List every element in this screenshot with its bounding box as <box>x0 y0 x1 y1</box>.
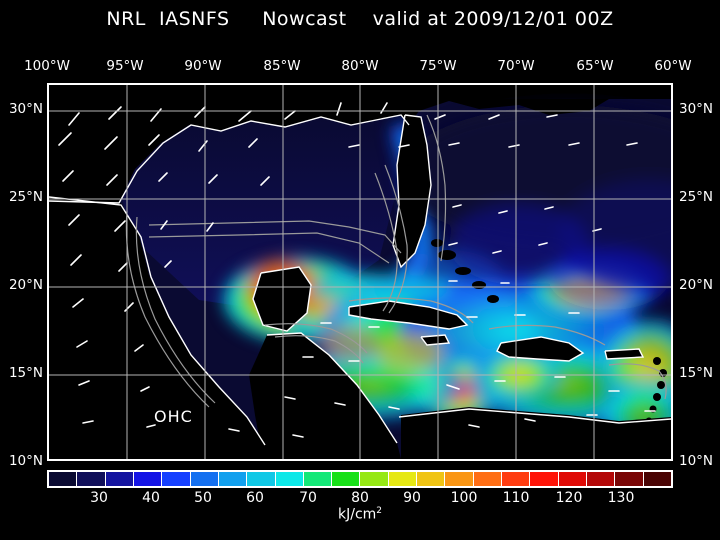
colorbar-tick: 50 <box>194 490 212 506</box>
colorbar-swatch <box>360 472 389 486</box>
colorbar-swatch <box>133 472 163 486</box>
lat-label: 15°N <box>8 365 43 381</box>
colorbar-tick: 30 <box>90 490 108 506</box>
lon-label: 100°W <box>24 58 70 74</box>
colorbar-swatch <box>615 472 644 486</box>
colorbar[interactable] <box>47 470 673 488</box>
colorbar-tick: 100 <box>450 490 478 506</box>
colorbar-unit-exponent: 2 <box>376 506 383 516</box>
colorbar-swatch <box>586 472 616 486</box>
colorbar-unit-label: kJ/cm2 <box>0 506 720 523</box>
lat-label: 30°N <box>679 101 714 117</box>
colorbar-tick: 80 <box>351 490 369 506</box>
latitude-axis-labels-right: 30°N 25°N 20°N 15°N 10°N <box>679 0 720 540</box>
lat-label: 25°N <box>679 189 714 205</box>
longitude-axis-labels: 100°W 95°W 90°W 85°W 80°W 75°W 70°W 65°W… <box>0 58 720 76</box>
colorbar-swatch <box>218 472 248 486</box>
lon-label: 65°W <box>576 58 614 74</box>
map-canvas[interactable]: OHC <box>47 83 673 461</box>
lon-label: 90°W <box>184 58 222 74</box>
lat-label: 20°N <box>8 277 43 293</box>
lat-label: 10°N <box>679 453 714 469</box>
colorbar-swatch <box>417 472 446 486</box>
lat-label: 25°N <box>8 189 43 205</box>
colorbar-swatch <box>558 472 587 486</box>
colorbar-tick: 110 <box>502 490 530 506</box>
colorbar-swatch <box>303 472 333 486</box>
lat-label: 20°N <box>679 277 714 293</box>
latitude-axis-labels-left: 30°N 25°N 20°N 15°N 10°N <box>0 0 43 540</box>
ohc-overlay-label: OHC <box>154 407 193 426</box>
ohc-field-svg <box>49 85 671 459</box>
colorbar-swatch <box>275 472 304 486</box>
lon-label: 60°W <box>654 58 692 74</box>
lat-label: 30°N <box>8 101 43 117</box>
colorbar-tick: 120 <box>555 490 583 506</box>
colorbar-tick-labels: 30 40 50 60 70 80 90 100 110 120 130 <box>0 490 720 508</box>
colorbar-swatch <box>77 472 106 486</box>
colorbar-swatch <box>49 472 78 486</box>
atlantic-cool-field <box>399 105 671 310</box>
lon-label: 85°W <box>263 58 301 74</box>
colorbar-swatch <box>530 472 559 486</box>
lat-label: 10°N <box>8 453 43 469</box>
colorbar-swatch <box>502 472 531 486</box>
lon-label: 80°W <box>341 58 379 74</box>
current-vectors <box>58 102 656 438</box>
colorbar-swatch <box>473 472 502 486</box>
page-title: NRL IASNFS Nowcast valid at 2009/12/01 0… <box>106 8 614 30</box>
colorbar-tick: 60 <box>246 490 264 506</box>
colorbar-swatch <box>388 472 418 486</box>
graticule <box>49 85 671 459</box>
colorbar-tick: 90 <box>403 490 421 506</box>
colorbar-swatch <box>332 472 361 486</box>
lon-label: 75°W <box>419 58 457 74</box>
colorbar-swatch <box>445 472 474 486</box>
colorbar-swatch <box>247 472 276 486</box>
colorbar-tick: 70 <box>299 490 317 506</box>
colorbar-swatch <box>105 472 134 486</box>
lon-label: 95°W <box>106 58 144 74</box>
lon-label: 70°W <box>497 58 535 74</box>
colorbar-swatch <box>162 472 191 486</box>
colorbar-swatch <box>190 472 219 486</box>
lat-label: 15°N <box>679 365 714 381</box>
colorbar-tick: 130 <box>607 490 635 506</box>
colorbar-swatch <box>643 472 671 486</box>
colorbar-tick: 40 <box>142 490 160 506</box>
colorbar-unit-main: kJ/cm <box>337 506 377 523</box>
